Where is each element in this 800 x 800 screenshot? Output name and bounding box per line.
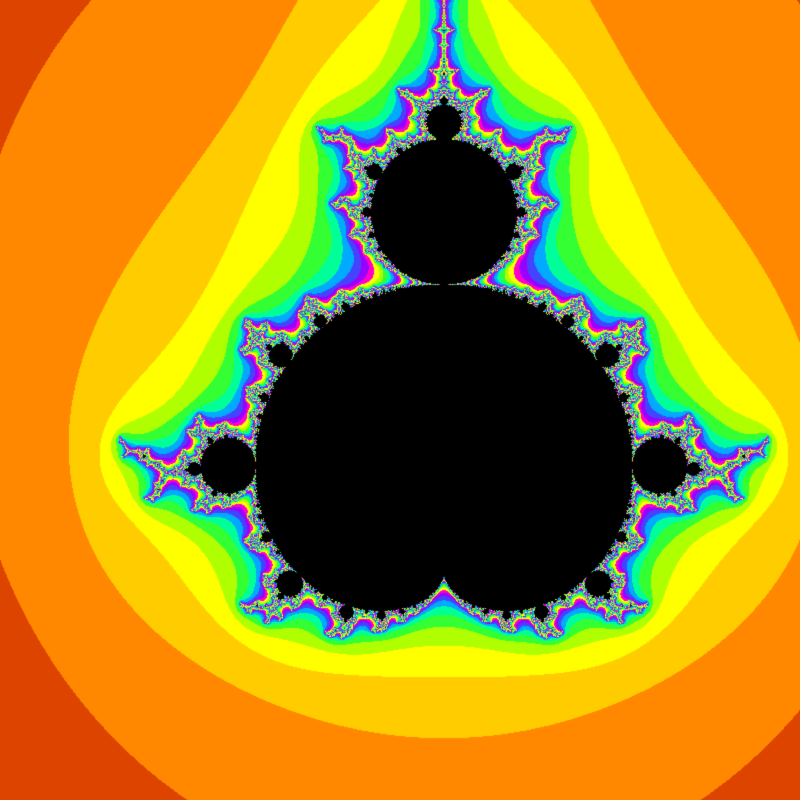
fractal-canvas-area <box>0 0 800 800</box>
mandelbrot-fractal-image <box>0 0 800 800</box>
